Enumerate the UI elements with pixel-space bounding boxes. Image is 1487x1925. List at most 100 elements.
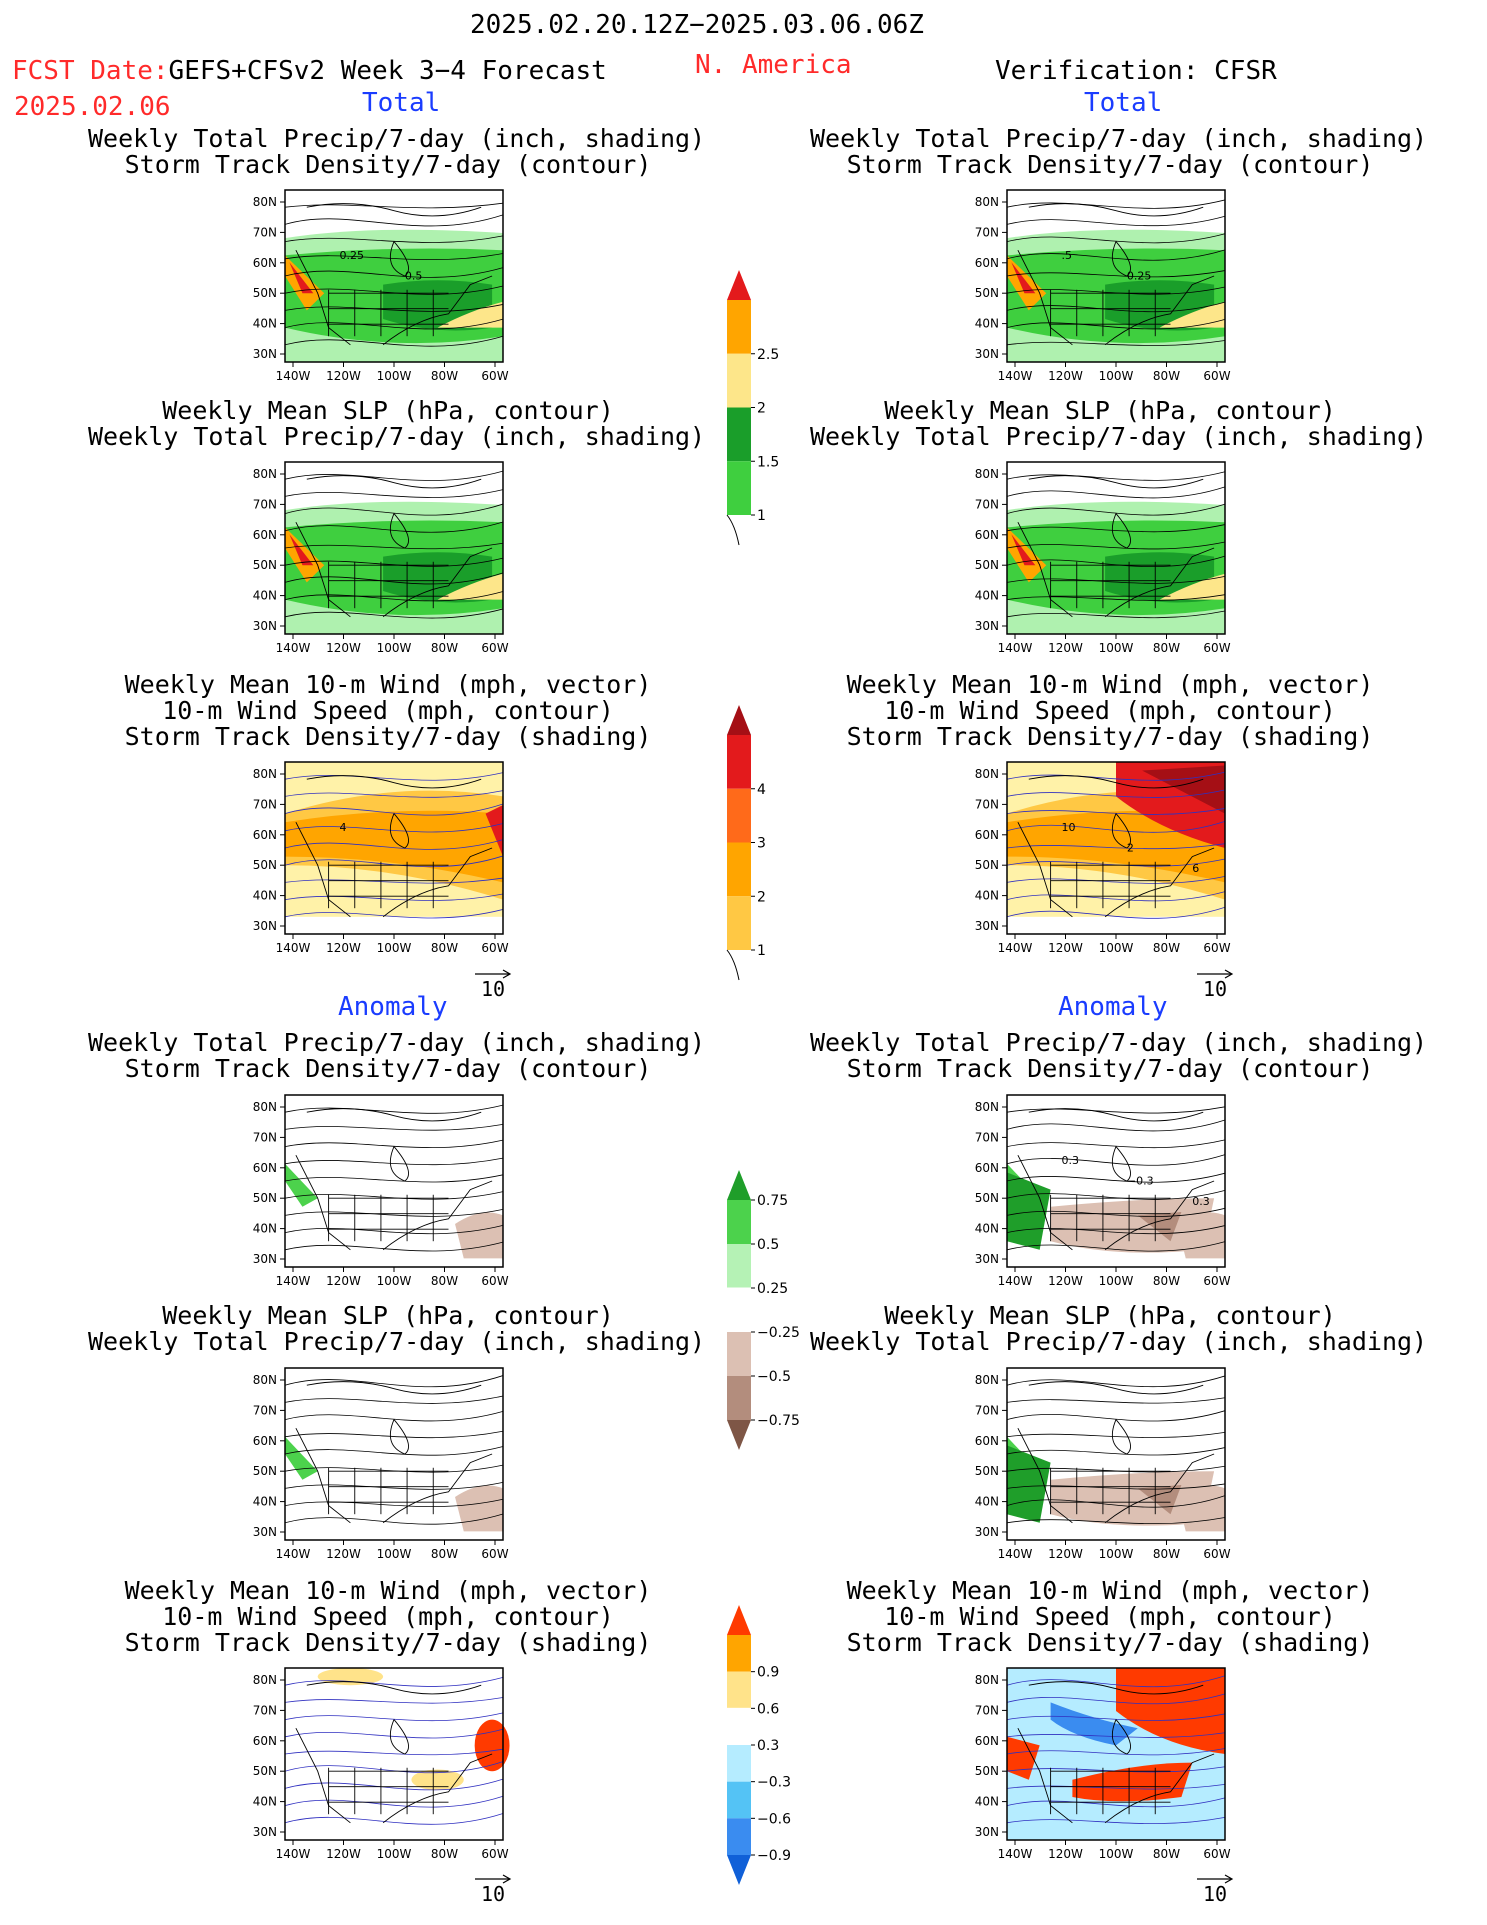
lon-tick-label: 60W <box>1203 641 1230 655</box>
map-panel-r1-c1: 80N 70N 60N 50N 40N 30N 140W 120W 100W 80W 60W <box>975 461 1231 655</box>
panel-title-r2-c1-l0: Weekly Mean 10-m Wind (mph, vector) <box>846 670 1374 699</box>
lat-tick-label: 70N <box>253 797 277 811</box>
map-panel-r5-c1: 80N 70N 60N 50N 40N 30N 140W 120W 100W 80W 60W <box>975 1667 1231 1861</box>
coastline-layer <box>1017 1381 1215 1524</box>
lon-tick-label: 60W <box>1203 1274 1230 1288</box>
colorbar-precip_anom: 0.75 0.5 0.25 −0.25 −0.5 −0.75 <box>726 1170 800 1450</box>
region-label: N. America <box>695 50 852 80</box>
lat-tick-label: 30N <box>975 1252 999 1266</box>
lon-tick-label: 60W <box>481 1274 508 1288</box>
contour-label: 0.25 <box>340 249 365 262</box>
lat-tick-label: 30N <box>253 1525 277 1539</box>
lon-tick-label: 100W <box>377 941 412 955</box>
lon-tick-label: 80W <box>431 641 458 655</box>
colorbar-swatch <box>727 842 751 897</box>
lon-tick-label: 80W <box>1153 1274 1180 1288</box>
lon-tick-label: 140W <box>998 641 1033 655</box>
colorbar-swatch <box>726 1287 752 1333</box>
coastline-layer <box>1017 1108 1215 1251</box>
lat-tick-label: 50N <box>975 558 999 572</box>
contour-layer <box>284 772 504 919</box>
colorbar-label: −0.9 <box>757 1848 791 1864</box>
map-panel-r0-c1: .5 0.25 80N 70N 60N 50N 40N 30N 140W 120W 100W 80W 6… <box>975 189 1231 383</box>
lat-tick-label: 60N <box>253 528 277 542</box>
lon-tick-label: 100W <box>377 1274 412 1288</box>
lat-tick-label: 30N <box>975 1525 999 1539</box>
colorbar-swatch <box>727 1635 751 1672</box>
colorbar-swatch <box>727 1781 751 1819</box>
lon-tick-label: 100W <box>1099 641 1134 655</box>
lon-tick-label: 60W <box>1203 369 1230 383</box>
lon-tick-label: 120W <box>326 941 361 955</box>
contour-layer <box>1006 471 1226 619</box>
lon-tick-label: 120W <box>326 1847 361 1861</box>
lon-tick-label: 120W <box>326 1274 361 1288</box>
contour-label: 0.3 <box>1192 1195 1210 1208</box>
lat-tick-label: 80N <box>975 195 999 209</box>
lat-tick-label: 60N <box>253 256 277 270</box>
panel-title-r3-c1-l0: Weekly Total Precip/7-day (inch, shading… <box>810 1028 1428 1057</box>
colorbar-cap <box>727 1170 751 1200</box>
lon-tick-label: 120W <box>1048 1274 1083 1288</box>
colorbar-label: 4 <box>757 782 766 798</box>
lat-tick-label: 70N <box>253 1403 277 1417</box>
panel-title-r3-c0-l1: Storm Track Density/7-day (contour) <box>124 1054 652 1083</box>
panel-title-r5-c0-l1: 10-m Wind Speed (mph, contour) <box>162 1602 614 1631</box>
contour-layer <box>1006 199 1226 346</box>
coastline-layer <box>295 1108 493 1251</box>
model-label: GEFS+CFSv2 Week 3−4 Forecast <box>168 56 607 86</box>
colorbar-label: 1 <box>757 508 766 524</box>
panel-title-r5-c1-l1: 10-m Wind Speed (mph, contour) <box>884 1602 1336 1631</box>
colorbar-cap <box>726 949 740 981</box>
lat-tick-label: 70N <box>975 1130 999 1144</box>
panel-title-r0-c0-l1: Storm Track Density/7-day (contour) <box>124 150 652 179</box>
panel-title-r4-c0-l0: Weekly Mean SLP (hPa, contour) <box>162 1301 614 1330</box>
map-panel-r1-c0: 80N 70N 60N 50N 40N 30N 140W 120W 100W 80W 60W <box>253 461 509 655</box>
lat-tick-label: 40N <box>975 589 999 603</box>
coastline-layer <box>295 1681 493 1824</box>
lat-tick-label: 50N <box>975 1191 999 1205</box>
colorbar-label: 0.3 <box>757 1738 779 1754</box>
lat-tick-label: 30N <box>975 1825 999 1839</box>
panel-title-r1-c0-l1: Weekly Total Precip/7-day (inch, shading… <box>88 422 706 451</box>
lat-tick-label: 70N <box>975 497 999 511</box>
coastline-layer <box>295 203 493 346</box>
coastline-layer <box>1017 1681 1215 1824</box>
lat-tick-label: 80N <box>253 467 277 481</box>
panel-title-r5-c1-l2: Storm Track Density/7-day (shading) <box>846 1628 1374 1657</box>
colorbar-cap <box>727 270 751 300</box>
colorbar-label: 0.6 <box>757 1701 779 1717</box>
colorbar-label: 3 <box>757 836 766 852</box>
lat-tick-label: 50N <box>253 286 277 300</box>
fcst-date: 2025.02.06 <box>14 92 171 122</box>
lat-tick-label: 80N <box>975 1673 999 1687</box>
lat-tick-label: 70N <box>253 1703 277 1717</box>
lat-tick-label: 40N <box>253 1495 277 1509</box>
section-total-right: Total <box>1084 88 1163 118</box>
shading-layer <box>285 1436 503 1532</box>
lat-tick-label: 50N <box>975 286 999 300</box>
colorbar-swatch <box>727 1818 751 1855</box>
lon-tick-label: 80W <box>1153 1847 1180 1861</box>
lon-tick-label: 60W <box>481 1847 508 1861</box>
lat-tick-label: 30N <box>975 919 999 933</box>
colorbar-label: −0.25 <box>757 1325 800 1341</box>
lat-tick-label: 30N <box>975 619 999 633</box>
lat-tick-label: 80N <box>253 1373 277 1387</box>
lon-tick-label: 140W <box>276 1847 311 1861</box>
lon-tick-label: 120W <box>326 369 361 383</box>
lon-tick-label: 120W <box>1048 641 1083 655</box>
contour-layer <box>284 1677 504 1825</box>
contour-layer <box>1006 1106 1226 1252</box>
coastline-layer <box>1017 775 1215 918</box>
lat-tick-label: 40N <box>253 889 277 903</box>
lon-tick-label: 100W <box>377 369 412 383</box>
colorbar-swatch <box>727 1200 751 1244</box>
lon-tick-label: 60W <box>481 641 508 655</box>
vector-reference: 10 <box>475 969 512 1001</box>
fcst-label: FCST Date: <box>12 56 169 86</box>
panel-title-r5-c0-l2: Storm Track Density/7-day (shading) <box>124 1628 652 1657</box>
lon-tick-label: 60W <box>481 1547 508 1561</box>
map-panel-r4-c0: 80N 70N 60N 50N 40N 30N 140W 120W 100W 80W 60W <box>253 1367 509 1561</box>
